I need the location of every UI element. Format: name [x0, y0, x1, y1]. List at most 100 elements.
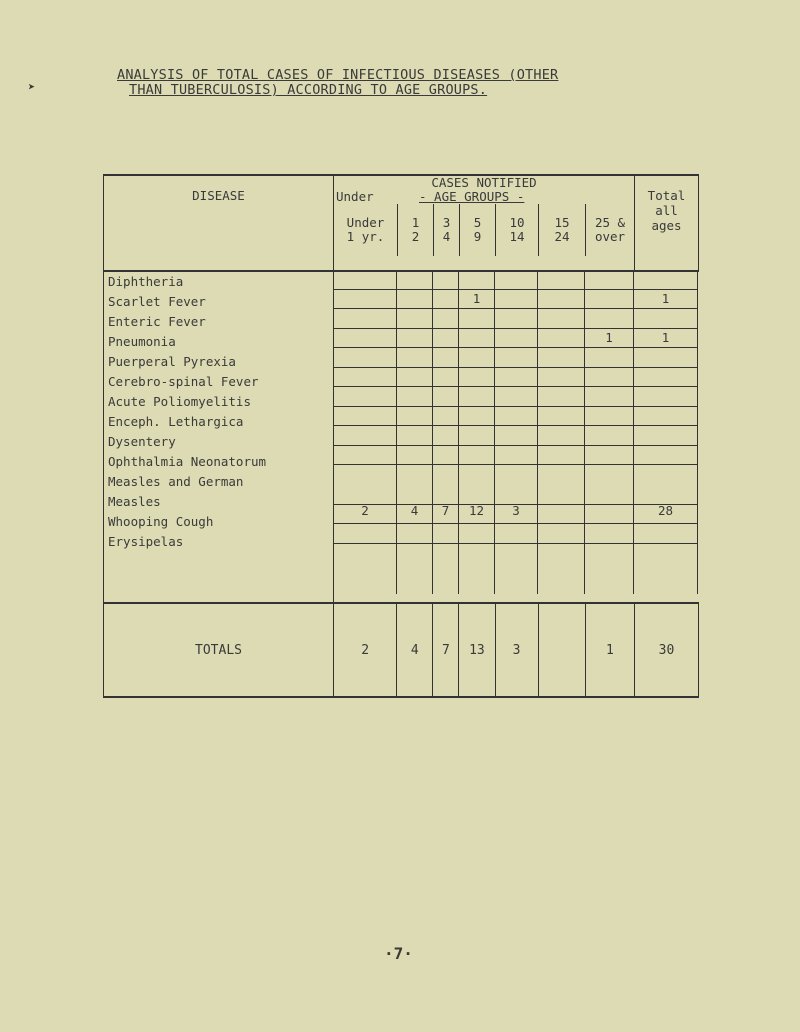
table-cell — [433, 290, 458, 309]
table-cell — [585, 505, 633, 524]
table-cell — [585, 465, 633, 505]
table-cell: 1 — [459, 290, 494, 309]
cases-notified-label: CASES NOTIFIED — [431, 175, 537, 190]
table-cell — [397, 407, 432, 426]
table-cell — [459, 387, 494, 407]
table-cell — [397, 465, 432, 505]
age-column-label: 1 yr. — [346, 229, 385, 244]
total-label: all — [655, 203, 678, 218]
age-column-header: 15 24 — [538, 204, 585, 256]
total-value: 1 — [584, 602, 636, 698]
table-cell — [585, 368, 633, 387]
header-row: DISEASE CASES NOTIFIED Under - AGE GROUPS… — [103, 174, 699, 272]
table-cell — [634, 407, 697, 426]
table-cell — [334, 329, 396, 348]
table-cell — [334, 368, 396, 387]
table-cell — [495, 446, 537, 465]
table-cell — [538, 505, 584, 524]
total-value: 3 — [494, 602, 539, 698]
table-cell — [495, 544, 537, 595]
table-cell — [495, 348, 537, 368]
table-cell — [634, 524, 697, 544]
table-cell — [433, 446, 458, 465]
table-cell — [495, 387, 537, 407]
age-column-label: Under — [346, 215, 385, 230]
table-cell: 1 — [634, 290, 697, 309]
table-cell — [459, 465, 494, 505]
disease-name: Enceph. Lethargica — [108, 414, 244, 429]
table-cell — [433, 387, 458, 407]
table-cell — [538, 272, 584, 290]
table-cell — [495, 524, 537, 544]
age-groups-label: - AGE GROUPS - — [419, 189, 525, 204]
table-cell — [334, 348, 396, 368]
table-cell — [397, 290, 432, 309]
table-cell — [585, 387, 633, 407]
table-cell — [459, 272, 494, 290]
table-cell: 1 — [585, 329, 633, 348]
table-cell — [634, 272, 697, 290]
table-cell — [397, 387, 432, 407]
table-cell — [334, 407, 396, 426]
table-cell: 12 — [459, 504, 494, 524]
table-cell — [459, 368, 494, 387]
table-cell — [397, 426, 432, 446]
age-column-label: 14 — [509, 229, 525, 244]
table-cell — [397, 272, 432, 290]
table-cell — [433, 329, 458, 348]
title-line-2: THAN TUBERCULOSIS) ACCORDING TO AGE GROU… — [129, 82, 488, 98]
table-cell — [334, 426, 396, 446]
table-cell — [585, 348, 633, 368]
age-column-header: Under 1 yr. — [334, 204, 397, 256]
table-cell — [585, 309, 633, 329]
disease-table: DISEASE CASES NOTIFIED Under - AGE GROUPS… — [103, 174, 699, 698]
table-cell — [585, 524, 633, 544]
disease-name: Puerperal Pyrexia — [108, 354, 236, 369]
total-value: 30 — [634, 602, 699, 698]
table-cell — [334, 272, 396, 290]
disease-name: Acute Poliomyelitis — [108, 394, 251, 409]
table-cell — [634, 544, 697, 595]
table-cell: 4 — [397, 504, 432, 524]
table-cell — [334, 524, 396, 544]
table-cell — [495, 272, 537, 290]
table-cell — [459, 544, 494, 595]
disease-name: Diphtheria — [108, 274, 184, 289]
table-cell — [433, 524, 458, 544]
table-cell — [585, 272, 633, 290]
disease-header: DISEASE — [103, 174, 334, 272]
table-cell — [433, 465, 458, 505]
table-cell — [334, 387, 396, 407]
table-cell — [459, 348, 494, 368]
age-column-label: 24 — [554, 229, 570, 244]
disease-name: Cerebro-spinal Fever — [108, 374, 259, 389]
table-cell — [634, 426, 697, 446]
table-cell — [585, 290, 633, 309]
table-cell — [397, 446, 432, 465]
table-cell: 2 — [334, 504, 396, 524]
age-column-label: 5 — [473, 215, 482, 230]
table-cell: 7 — [433, 504, 458, 524]
table-cell — [538, 387, 584, 407]
table-cell: 3 — [495, 504, 537, 524]
table-cell — [495, 426, 537, 446]
table-cell — [433, 368, 458, 387]
arrow-mark-icon: ➤ — [28, 80, 36, 94]
table-cell — [433, 426, 458, 446]
age-column-header: 25 & over — [585, 204, 634, 256]
table-cell — [334, 309, 396, 329]
table-cell — [538, 290, 584, 309]
total-label: ages — [651, 218, 682, 233]
table-cell — [634, 309, 697, 329]
age-column-label: 2 — [411, 229, 420, 244]
age-column-label: 15 — [554, 215, 570, 230]
table-cell — [538, 446, 584, 465]
total-header: Total all ages — [634, 174, 699, 272]
total-value: 13 — [458, 602, 496, 698]
table-cell — [538, 348, 584, 368]
total-value — [537, 602, 586, 698]
under-label: Under — [336, 189, 374, 204]
